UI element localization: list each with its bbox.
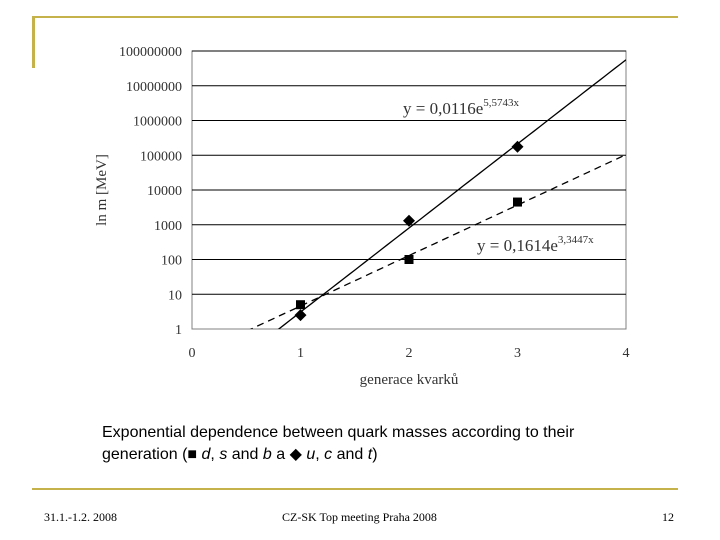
y-tick-label: 10000000 bbox=[126, 80, 182, 95]
caption-c: c bbox=[324, 446, 333, 463]
caption-pre: generation ( bbox=[102, 446, 188, 463]
fit-label-diamond-exponent: 5,5743x bbox=[483, 97, 519, 109]
fit-label-diamond-base: y = 0,0116e bbox=[403, 99, 483, 118]
caption-t: t bbox=[367, 446, 373, 463]
y-tick-label: 10 bbox=[168, 288, 182, 303]
x-tick-label: 3 bbox=[514, 346, 521, 361]
square-point bbox=[296, 300, 305, 310]
y-tick-label: 100000 bbox=[140, 149, 182, 164]
caption-line1: Exponential dependence between quark mas… bbox=[102, 424, 575, 441]
y-tick-label: 10000 bbox=[147, 184, 182, 199]
diamond-marker-icon: ◆ bbox=[289, 446, 302, 463]
decor-bottom-rule bbox=[32, 488, 678, 490]
footer-date: 31.1.-1.2. 2008 bbox=[44, 510, 117, 524]
figure-caption: Exponential dependence between quark mas… bbox=[102, 424, 575, 463]
square-point bbox=[404, 255, 414, 264]
x-tick-label: 2 bbox=[406, 346, 413, 361]
x-tick-label: 4 bbox=[623, 346, 630, 361]
y-tick-label: 1000 bbox=[154, 219, 182, 234]
square-marker-icon: ■ bbox=[187, 446, 198, 463]
fit-label-diamond: y = 0,0116e5,5743x bbox=[403, 97, 520, 118]
diamond-point bbox=[511, 140, 524, 153]
fit-label-square-base: y = 0,1614e bbox=[477, 236, 558, 255]
chart: 1101001000100001000001000000100000001000… bbox=[94, 45, 630, 388]
caption-post: ) bbox=[372, 446, 378, 463]
square-point bbox=[513, 197, 522, 207]
fit-label-square-exponent: 3,3447x bbox=[558, 234, 594, 246]
trendline-diamond bbox=[277, 59, 626, 329]
decor-left-rule bbox=[32, 16, 35, 68]
y-tick-label: 1 bbox=[175, 323, 182, 338]
x-tick-label: 1 bbox=[297, 346, 304, 361]
footer-page-number: 12 bbox=[662, 510, 674, 524]
caption-s: s bbox=[219, 446, 228, 463]
y-tick-label: 100000000 bbox=[119, 45, 182, 60]
trendline-square bbox=[249, 154, 626, 329]
y-tick-label: 100 bbox=[161, 254, 182, 269]
y-axis-label: ln m [MeV] bbox=[94, 154, 110, 226]
y-tick-label: 1000000 bbox=[133, 115, 182, 130]
x-axis-label: generace kvarků bbox=[360, 372, 459, 388]
x-tick-label: 0 bbox=[189, 346, 196, 361]
caption-b: b bbox=[262, 446, 272, 463]
caption-u: u bbox=[306, 446, 316, 463]
diamond-point bbox=[294, 309, 307, 322]
fit-label-square: y = 0,1614e3,3447x bbox=[477, 234, 594, 255]
footer-meeting: CZ-SK Top meeting Praha 2008 bbox=[282, 510, 437, 524]
decor-top-rule bbox=[32, 16, 678, 18]
caption-d: d bbox=[201, 446, 211, 463]
diamond-point bbox=[403, 214, 415, 227]
